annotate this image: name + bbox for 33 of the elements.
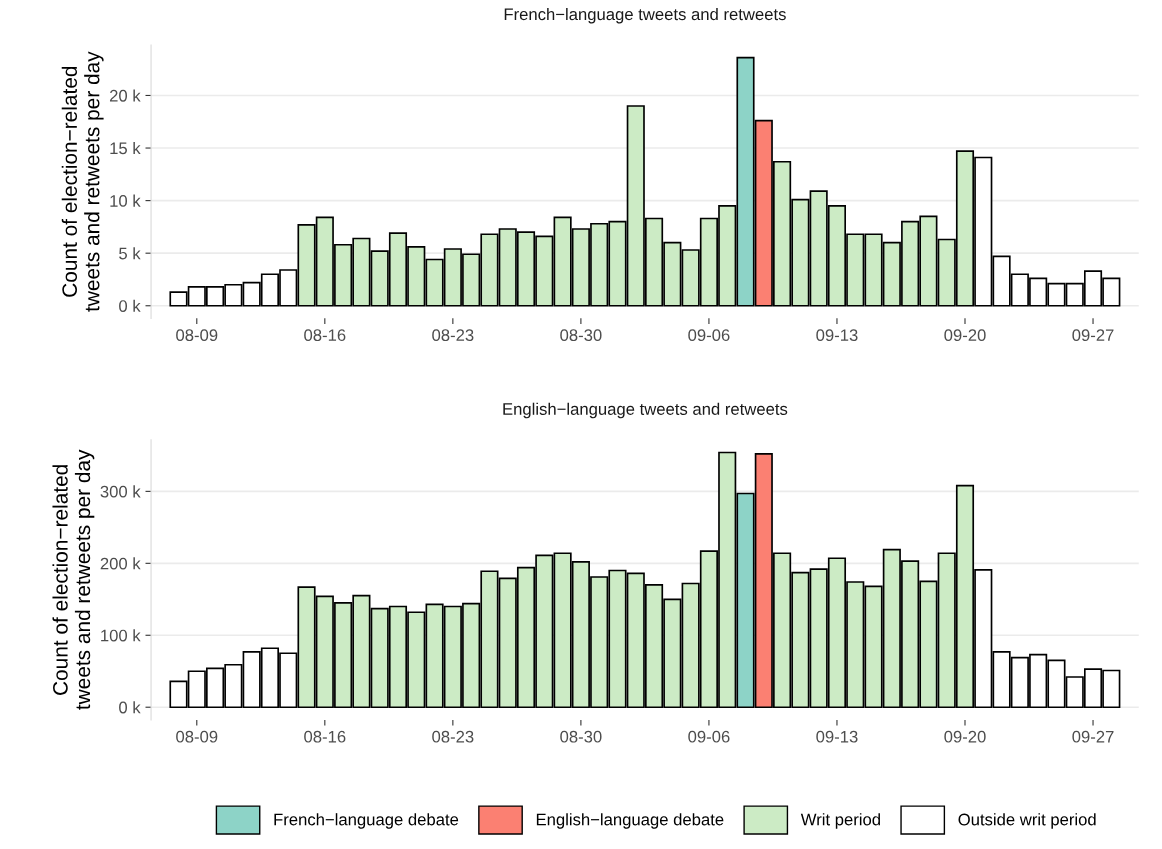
y-tick-label: 20 k xyxy=(109,89,141,102)
y-tick-label: 200 k xyxy=(100,557,141,570)
y-tick-label: 0 k xyxy=(119,701,141,714)
x-tick-label: 09-06 xyxy=(688,730,730,743)
x-tick-label: 09-06 xyxy=(688,329,730,342)
x-tick-label: 09-13 xyxy=(816,730,858,743)
x-tick-label: 08-30 xyxy=(560,329,602,342)
y-tick-label: 5 k xyxy=(119,247,141,260)
legend-label: Outside writ period xyxy=(958,813,1096,829)
x-tick-label: 09-27 xyxy=(1072,329,1114,342)
y-axis-title: Count of election−related tweets and retweets per day xyxy=(52,449,95,710)
y-tick-label: 300 k xyxy=(100,485,141,498)
x-tick-label: 08-30 xyxy=(560,730,602,743)
legend-label: French−language debate xyxy=(274,813,459,829)
y-axis-title: Count of election−related tweets and retweets per day xyxy=(61,51,104,312)
x-tick-label: 08-16 xyxy=(304,730,346,743)
x-tick-label: 09-20 xyxy=(944,730,986,743)
legend-label: English−language debate xyxy=(536,813,724,829)
chart-title: English−language tweets and retweets xyxy=(503,402,788,419)
x-tick-label: 08-09 xyxy=(176,329,218,342)
chart-title: French−language tweets and retweets xyxy=(504,7,786,24)
y-tick-label: 0 k xyxy=(119,299,141,312)
y-tick-label: 100 k xyxy=(101,629,141,642)
x-tick-label: 08-09 xyxy=(176,730,218,743)
x-tick-label: 09-27 xyxy=(1072,730,1114,743)
x-tick-label: 08-16 xyxy=(304,329,346,342)
legend-label: Writ period xyxy=(800,813,880,829)
y-tick-label: 10 k xyxy=(110,194,141,207)
x-tick-label: 08-23 xyxy=(432,329,474,342)
y-tick-label: 15 k xyxy=(110,142,141,155)
x-tick-label: 08-23 xyxy=(432,730,474,743)
x-tick-label: 09-20 xyxy=(944,329,986,342)
x-tick-label: 09-13 xyxy=(816,329,858,342)
